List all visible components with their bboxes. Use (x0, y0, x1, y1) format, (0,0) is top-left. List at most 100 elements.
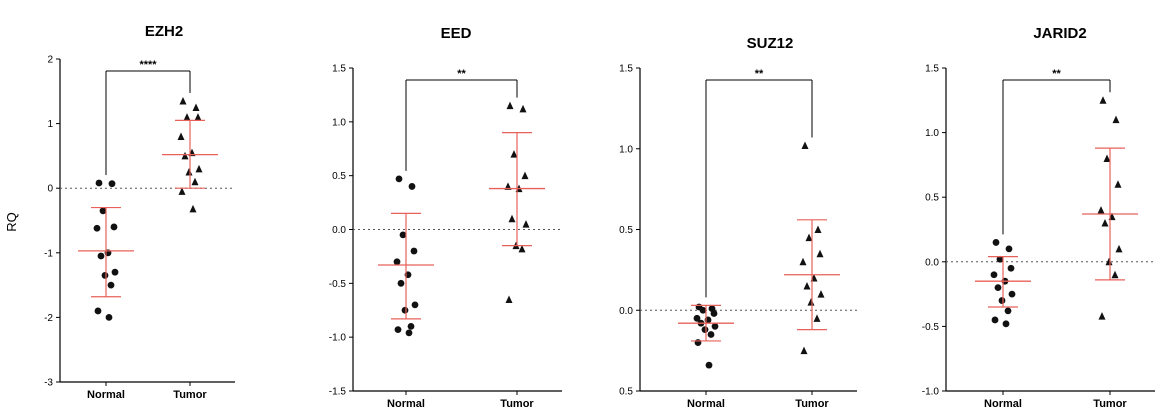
x-tick-label: Tumor (500, 398, 534, 410)
chart-title: EZH2 (145, 23, 183, 40)
panel-suz12: SUZ12 1.5 1.0 0.5 0.0 0.5 Normal Tumor ** (619, 35, 857, 410)
data-point-normal (994, 284, 1002, 292)
data-point-normal (699, 306, 707, 314)
data-point-tumor (816, 249, 824, 258)
data-point-normal (707, 331, 715, 338)
y-tick-label: 1 (47, 119, 53, 130)
data-point-normal (394, 326, 402, 334)
data-point-normal (990, 271, 998, 279)
data-point-tumor (1098, 312, 1106, 320)
y-tick-label: 1.5 (619, 64, 633, 75)
y-tick-label: 0.0 (619, 306, 633, 317)
data-point-tumor (183, 113, 191, 121)
data-point-normal (1005, 245, 1013, 253)
data-point-normal (111, 268, 119, 276)
x-tick-label: Normal (87, 389, 125, 401)
data-point-tumor (195, 164, 203, 173)
data-point-normal (694, 339, 702, 346)
data-point-tumor (1115, 244, 1123, 253)
y-tick-label: -3 (44, 378, 53, 389)
data-point-normal (693, 314, 701, 322)
x-tick-label: Tumor (1093, 398, 1127, 410)
data-point-normal (1004, 307, 1012, 315)
data-point-normal (405, 329, 413, 337)
data-point-normal (397, 279, 405, 287)
y-tick-label: -0.5 (922, 322, 940, 333)
x-tick-label: Normal (687, 398, 725, 410)
data-point-normal (399, 231, 407, 239)
significance-bracket: ** (705, 68, 813, 298)
data-point-tumor (1097, 206, 1105, 214)
data-point-tumor (519, 104, 527, 113)
data-point-normal (710, 310, 718, 317)
significance-label: ** (457, 68, 466, 80)
data-point-tumor (508, 214, 516, 223)
significance-label: ** (755, 68, 764, 80)
data-point-tumor (800, 346, 808, 355)
data-point-tumor (807, 298, 815, 306)
data-point-normal (1002, 320, 1010, 328)
data-point-normal (991, 316, 999, 324)
data-point-tumor (192, 103, 200, 111)
y-tick-label: 1.5 (332, 64, 346, 75)
data-point-normal (1007, 264, 1015, 272)
data-point-tumor (1112, 115, 1120, 124)
y-tick-label: -2 (44, 313, 53, 324)
y-tick-label: 1.0 (619, 144, 633, 155)
y-tick-label: 0.5 (619, 387, 633, 398)
data-point-normal (395, 175, 403, 183)
data-point-normal (94, 307, 102, 315)
data-point-tumor (521, 171, 529, 180)
data-point-tumor (817, 290, 825, 298)
data-point-tumor (1111, 270, 1119, 279)
data-point-normal (701, 326, 709, 334)
y-tick-label: -1.0 (329, 333, 347, 344)
data-point-normal (407, 323, 415, 330)
y-tick-label: 0.0 (925, 257, 939, 268)
y-tick-label: -1.0 (922, 387, 940, 398)
data-point-normal (1008, 290, 1016, 298)
significance-bracket: ** (405, 68, 518, 171)
data-point-tumor (505, 295, 513, 303)
panel-jarid2: JARID2 1.5 1.0 0.5 0.0 -0.5 -1.0 Normal Tumor ** (922, 25, 1155, 410)
data-point-tumor (177, 132, 185, 141)
chart-title: JARID2 (1033, 25, 1086, 42)
data-point-normal (95, 179, 103, 187)
data-point-tumor (506, 101, 514, 110)
data-point-normal (105, 314, 113, 321)
data-point-tumor (522, 220, 530, 228)
y-tick-label: 0 (47, 184, 53, 195)
y-tick-label: -0.5 (329, 279, 347, 290)
data-point-tumor (194, 113, 202, 121)
significance-label: **** (139, 59, 157, 71)
data-point-normal (401, 306, 409, 314)
y-tick-label: 0.5 (619, 225, 633, 236)
data-point-normal (93, 224, 101, 232)
y-tick-label: 1.5 (925, 64, 939, 75)
significance-bracket: ** (1002, 68, 1111, 235)
x-tick-label: Tumor (173, 389, 207, 401)
data-point-normal (110, 223, 118, 231)
y-tick-label: 2 (47, 55, 53, 66)
chart-title: EED (441, 25, 472, 42)
data-point-tumor (510, 150, 518, 158)
data-point-tumor (181, 151, 189, 160)
y-tick-label: -1.5 (329, 387, 347, 398)
data-point-tumor (1105, 257, 1113, 266)
data-point-tumor (1103, 154, 1111, 162)
x-tick-label: Tumor (795, 398, 829, 410)
y-tick-label: 1.0 (925, 128, 939, 139)
data-point-tumor (813, 314, 821, 322)
data-point-normal (97, 252, 105, 260)
data-point-normal (108, 180, 116, 188)
data-point-tumor (518, 244, 526, 253)
data-point-normal (996, 255, 1004, 263)
data-point-normal (410, 247, 418, 255)
x-tick-label: Normal (387, 398, 425, 410)
y-tick-label: 1.0 (332, 117, 346, 128)
y-axis-label: RQ (4, 212, 19, 232)
x-tick-label: Normal (984, 398, 1022, 410)
chart-title: SUZ12 (747, 35, 794, 52)
data-point-normal (998, 297, 1006, 304)
